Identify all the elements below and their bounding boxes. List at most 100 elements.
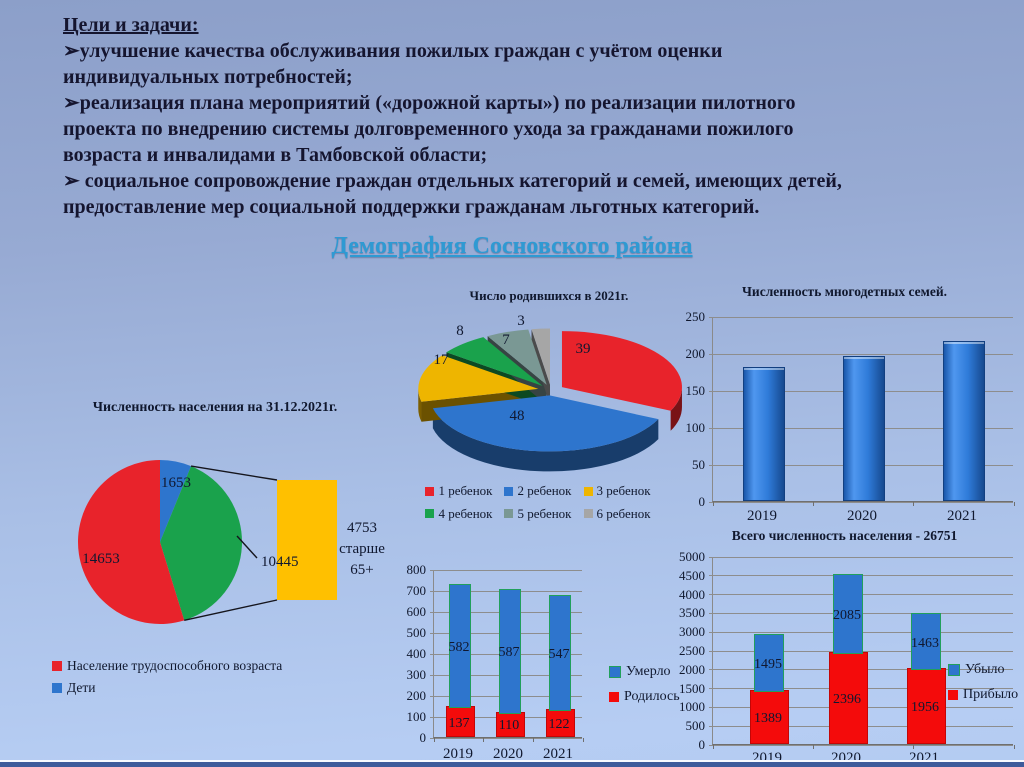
y-tick-label: 0 <box>698 494 706 509</box>
x-tick <box>712 745 714 749</box>
vital-stacked-plot: 137 582 110 587 122 547 <box>430 569 584 742</box>
bar-value-label: 2085 <box>833 607 861 623</box>
pie-value-label: 4753 <box>347 520 377 536</box>
legend-swatch <box>609 692 619 702</box>
pie-slice-Дети <box>160 460 192 542</box>
bar-Родилось <box>495 711 525 737</box>
y-tick-label: 600 <box>406 604 427 619</box>
gridline <box>709 501 1013 503</box>
y-tick-label: 700 <box>406 583 427 598</box>
x-tick <box>1013 502 1015 506</box>
legend-item: Родилось <box>609 689 680 705</box>
bar-value-label: 1389 <box>754 710 782 726</box>
bar-Умерло <box>499 588 521 714</box>
y-tick-label: 2000 <box>679 661 705 677</box>
bar-Прибыло <box>906 668 946 744</box>
y-tick-label: 3000 <box>679 624 705 640</box>
bar-value-label: 122 <box>548 717 570 733</box>
pie-value-label: 1653 <box>161 475 191 491</box>
legend-swatch <box>583 509 593 518</box>
legend-swatch <box>52 683 62 693</box>
bar-Прибыло <box>749 689 789 744</box>
x-category-label: 2020 <box>493 746 523 762</box>
legend-item: 3 ребенок <box>583 480 651 502</box>
goals-text-block: Цели и задачи: ➢улучшение качества обслу… <box>63 12 863 220</box>
pie-slice-side <box>418 388 422 422</box>
x-tick <box>582 738 584 742</box>
y-tick-label: 3500 <box>679 605 705 621</box>
gridline <box>709 353 1013 355</box>
y-tick-label: 1000 <box>679 699 705 715</box>
bar-value-label: 587 <box>498 645 520 661</box>
population-pie-canvas: 1653 14653 10445 4753 старше 65+ <box>77 460 385 624</box>
x-tick <box>483 738 485 742</box>
families-bar-plot <box>709 316 1015 506</box>
pie-value-label: 48 <box>510 408 525 424</box>
legend-label: 6 ребенок <box>596 505 651 521</box>
legend-swatch <box>425 486 435 496</box>
bar-value-label: 1495 <box>754 656 782 672</box>
x-tick <box>913 745 915 749</box>
y-tick-label: 1500 <box>679 680 705 696</box>
pie-value-label: 3 <box>517 313 525 329</box>
pie-value-label: 39 <box>576 341 591 357</box>
legend-label: Дети <box>67 680 96 695</box>
births-pie-title: Число родившихся в 2021г. <box>469 288 629 303</box>
y-tick-label: 300 <box>406 667 427 682</box>
y-tick-label: 150 <box>685 383 706 398</box>
pie-slice-side <box>670 387 682 431</box>
gridline <box>430 569 582 571</box>
legend-item: Дети <box>52 680 262 696</box>
footer-bar <box>0 762 1024 767</box>
births-pie-legend: 1 ребенок 2 ребенок 3 ребенок 4 ребенок 5 ре… <box>407 480 669 525</box>
legend-label: 2 ребенок <box>517 483 572 498</box>
bar-2019 <box>743 367 785 501</box>
y-tick-label: 50 <box>692 457 705 472</box>
bar-value-label: 582 <box>448 640 470 656</box>
legend-label: 1 ребенок <box>438 483 493 498</box>
bar-Умерло <box>549 594 571 712</box>
legend-swatch <box>583 486 593 496</box>
population-pie-title: Численность населения на 31.12.2021г. <box>92 400 338 415</box>
pie-value-label: 7 <box>502 332 510 348</box>
legend-label: Прибыло <box>963 687 1019 702</box>
families-bar-title: Численность многодетных семей. <box>742 284 947 299</box>
legend-swatch <box>425 509 435 518</box>
section-title: Демография Сосновского района <box>331 233 693 259</box>
callout-line-bottom <box>184 599 278 622</box>
pie-slice-side <box>432 408 659 472</box>
legend-label: 5 ребенок <box>517 505 572 521</box>
legend-item: Умерло <box>609 664 680 680</box>
pie-value-label: 65+ <box>350 562 373 578</box>
footer-highlight-line <box>0 760 1024 762</box>
goals-heading: Цели и задачи: <box>63 14 199 36</box>
legend-label: 4 ребенок <box>438 505 493 521</box>
legend-label: Население трудоспособного возраста <box>67 658 283 673</box>
y-tick-label: 250 <box>685 309 706 324</box>
y-tick-label: 100 <box>406 709 427 724</box>
pie-value-label: 10445 <box>261 554 299 570</box>
x-tick <box>913 502 915 506</box>
y-tick-label: 800 <box>406 562 427 577</box>
legend-item: 6 ребенок <box>583 503 651 525</box>
legend-label: Родилось <box>624 689 680 704</box>
bar-Убыло <box>754 633 784 692</box>
vital-stacked-chart: 137 582 110 587 122 547 2019 2020 2021 Умерло Ро… <box>395 556 687 767</box>
pie-slice-Население трудоспособного возраста <box>77 460 185 624</box>
population-pie-legend: Население трудоспособного возраста Дети <box>52 658 283 702</box>
x-tick <box>532 738 534 742</box>
legend-item: Прибыло <box>948 687 1018 703</box>
y-tick-label: 500 <box>685 718 706 734</box>
callout-box <box>277 480 337 600</box>
y-tick-label: 4500 <box>679 567 705 583</box>
migration-stacked-legend: Убыло Прибыло <box>948 662 1018 712</box>
y-tick-label: 5000 <box>679 549 705 564</box>
gridline <box>709 556 1013 558</box>
y-tick-label: 200 <box>685 346 706 361</box>
x-tick <box>433 738 435 742</box>
y-tick-label: 500 <box>406 625 427 640</box>
legend-item: 2 ребенок <box>504 480 572 502</box>
y-tick-label: 400 <box>406 646 427 661</box>
x-tick <box>812 745 814 749</box>
x-category-label: 2021 <box>543 746 573 762</box>
